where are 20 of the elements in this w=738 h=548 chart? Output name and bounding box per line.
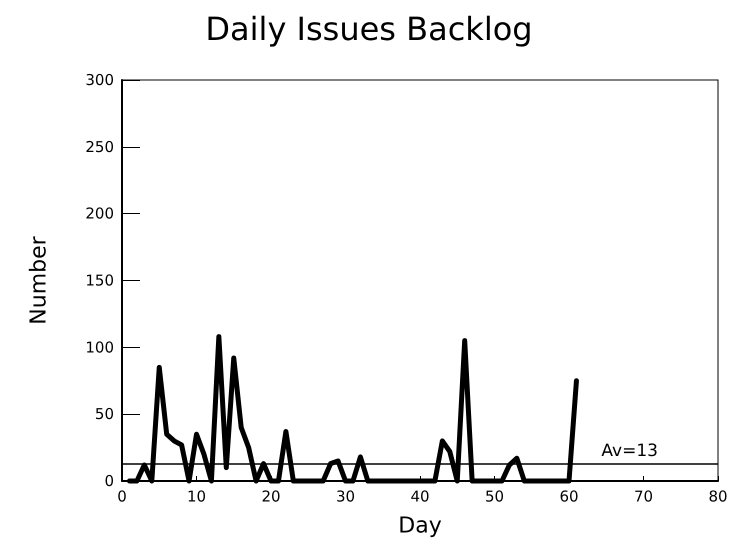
x-tick-label: 60 bbox=[559, 488, 579, 506]
x-tick-label: 0 bbox=[117, 488, 127, 506]
ref-line-label: Av=13 bbox=[601, 441, 658, 462]
x-tick-label: 70 bbox=[634, 488, 654, 506]
y-tick-label: 250 bbox=[85, 138, 114, 156]
y-tick-label: 300 bbox=[85, 71, 114, 89]
x-tick-label: 20 bbox=[261, 488, 281, 506]
x-tick-label: 30 bbox=[336, 488, 356, 506]
y-tick-label: 150 bbox=[85, 272, 114, 290]
x-tick-label: 50 bbox=[484, 488, 504, 506]
x-tick-label: 40 bbox=[410, 488, 430, 506]
y-axis-title: Number bbox=[26, 235, 52, 325]
x-tick-label: 80 bbox=[708, 488, 728, 506]
chart-title: Daily Issues Backlog bbox=[205, 10, 533, 48]
y-tick-label: 200 bbox=[85, 204, 114, 223]
y-tick-label: 50 bbox=[94, 405, 114, 424]
y-tick-label: 0 bbox=[104, 472, 114, 490]
x-axis-title: Day bbox=[398, 514, 442, 538]
y-tick-label: 100 bbox=[85, 338, 114, 356]
x-tick-label: 10 bbox=[186, 488, 206, 506]
